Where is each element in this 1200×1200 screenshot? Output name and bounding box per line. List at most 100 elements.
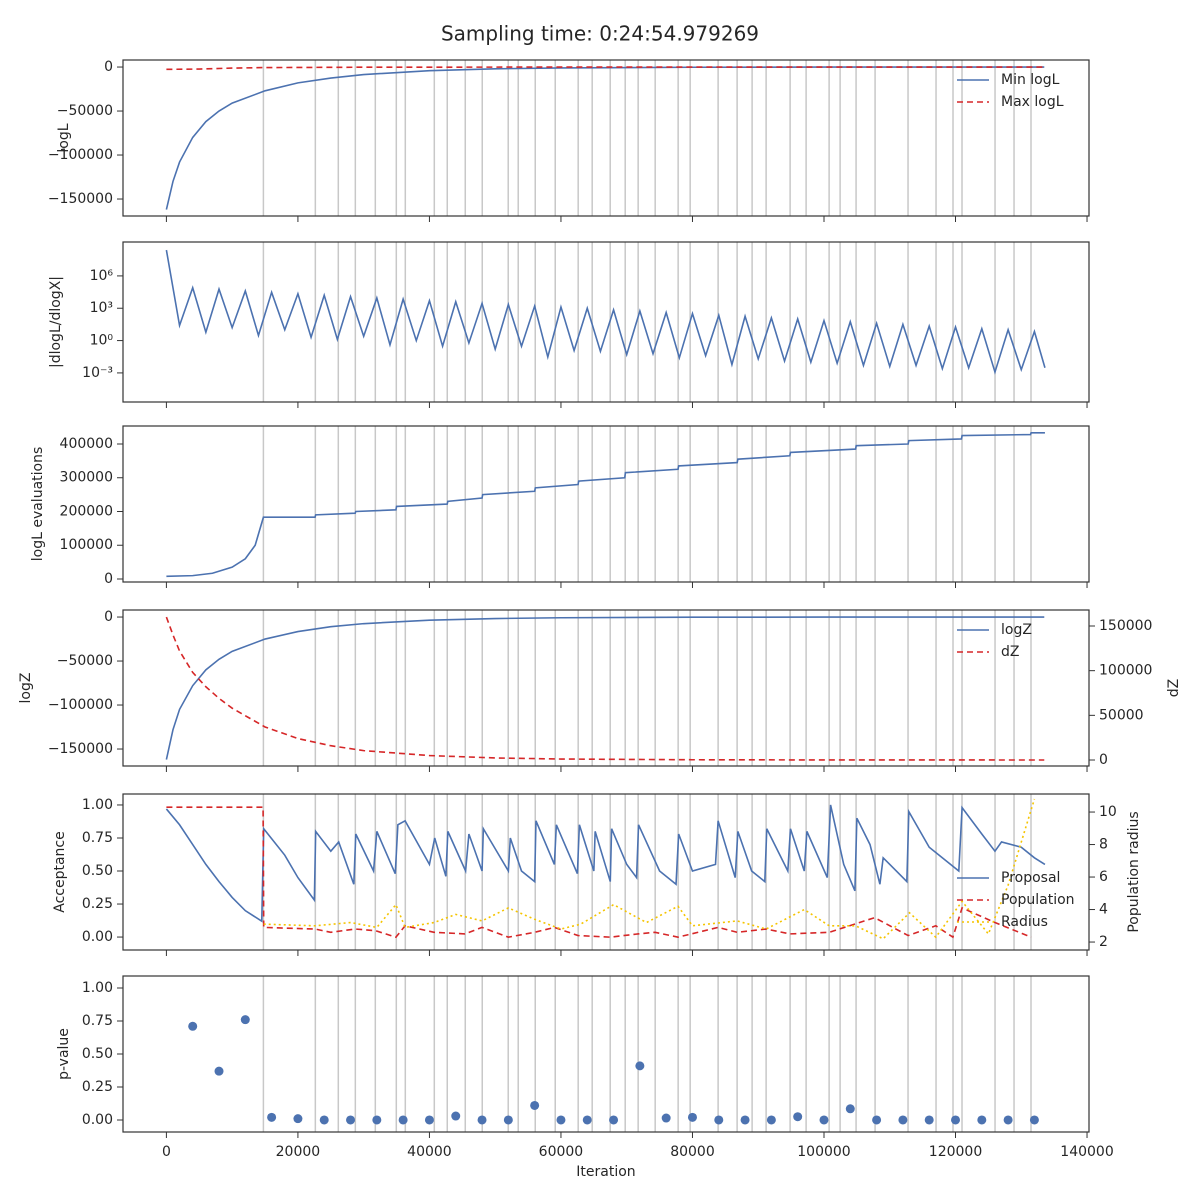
y-tick-label: 0.50 bbox=[82, 1046, 113, 1062]
series-line bbox=[165, 66, 1045, 210]
point bbox=[898, 1115, 908, 1125]
point bbox=[267, 1112, 277, 1122]
y-tick-label: −150000 bbox=[48, 741, 113, 757]
y-tick-label: 10⁶ bbox=[90, 268, 114, 284]
point bbox=[951, 1115, 961, 1125]
figure-title: Sampling time: 0:24:54.979269 bbox=[441, 22, 759, 46]
y-tick-label: 10⁰ bbox=[90, 333, 114, 349]
y-tick-label: 200000 bbox=[60, 503, 113, 519]
plot-frame bbox=[122, 609, 1090, 767]
point bbox=[977, 1115, 987, 1125]
legend-label: logZ bbox=[1001, 622, 1032, 638]
point bbox=[1029, 1115, 1039, 1125]
y-tick-label: 0.75 bbox=[82, 830, 113, 846]
plot-frame bbox=[122, 975, 1090, 1133]
y-tick-label: 1.00 bbox=[82, 980, 113, 996]
series-line bbox=[166, 432, 1045, 578]
point bbox=[609, 1115, 619, 1125]
point bbox=[530, 1100, 540, 1110]
point bbox=[635, 1061, 645, 1071]
point bbox=[398, 1115, 408, 1125]
point bbox=[661, 1113, 671, 1123]
y-tick-label: 0 bbox=[104, 609, 113, 625]
point bbox=[424, 1115, 434, 1125]
point bbox=[793, 1112, 803, 1122]
y-tick-label: 0.25 bbox=[82, 896, 113, 912]
plot-frame bbox=[122, 59, 1090, 217]
y2-tick-label: 100000 bbox=[1099, 663, 1152, 679]
point bbox=[188, 1021, 198, 1031]
y-tick-label: 400000 bbox=[60, 436, 113, 452]
legend-label: Radius bbox=[1001, 914, 1048, 930]
point bbox=[319, 1115, 329, 1125]
y2-tick-label: 50000 bbox=[1099, 707, 1144, 723]
series-line bbox=[166, 66, 1045, 71]
x-axis-label: Iteration bbox=[576, 1164, 635, 1180]
plot-frame bbox=[122, 425, 1090, 583]
y-tick-label: 0 bbox=[104, 59, 113, 75]
x-tick-label: 120000 bbox=[929, 1144, 982, 1160]
point bbox=[924, 1115, 934, 1125]
x-tick-label: 140000 bbox=[1060, 1144, 1113, 1160]
y2-tick-label: 6 bbox=[1099, 869, 1108, 885]
y-tick-label: −100000 bbox=[48, 147, 113, 163]
y-axis-label: logZ bbox=[18, 673, 34, 704]
series-line bbox=[165, 804, 1046, 923]
series-line bbox=[165, 249, 1046, 375]
y2-tick-label: 0 bbox=[1099, 752, 1108, 768]
x-tick-label: 80000 bbox=[670, 1144, 715, 1160]
point bbox=[872, 1115, 882, 1125]
y-tick-label: 10⁻³ bbox=[82, 365, 113, 381]
y-tick-label: 0 bbox=[104, 571, 113, 587]
point bbox=[372, 1115, 382, 1125]
y2-tick-label: 4 bbox=[1099, 902, 1108, 918]
y-tick-label: 100000 bbox=[60, 537, 113, 553]
y2-axis-label: dZ bbox=[1166, 679, 1182, 697]
series-line bbox=[166, 806, 1032, 939]
y-tick-label: 0.25 bbox=[82, 1079, 113, 1095]
point bbox=[740, 1115, 750, 1125]
legend-label: Population bbox=[1001, 892, 1075, 908]
legend-label: Min logL bbox=[1001, 72, 1060, 88]
y-tick-label: −50000 bbox=[57, 653, 113, 669]
point bbox=[766, 1115, 776, 1125]
legend-label: dZ bbox=[1001, 644, 1019, 660]
y2-tick-label: 150000 bbox=[1099, 618, 1152, 634]
point bbox=[582, 1115, 592, 1125]
point bbox=[214, 1066, 224, 1076]
y-axis-label: logL evaluations bbox=[30, 447, 46, 562]
y-tick-label: 0.00 bbox=[82, 929, 113, 945]
point bbox=[451, 1111, 461, 1121]
x-tick-label: 100000 bbox=[797, 1144, 850, 1160]
y-axis-label: logL bbox=[56, 123, 72, 152]
series-line bbox=[165, 616, 1045, 761]
point bbox=[819, 1115, 829, 1125]
y-tick-label: 1.00 bbox=[82, 797, 113, 813]
point bbox=[477, 1115, 487, 1125]
y-tick-label: 0.75 bbox=[82, 1013, 113, 1029]
point bbox=[714, 1115, 724, 1125]
point bbox=[1003, 1115, 1013, 1125]
point bbox=[503, 1115, 513, 1125]
point bbox=[687, 1112, 697, 1122]
y-tick-label: −100000 bbox=[48, 697, 113, 713]
y-tick-label: 300000 bbox=[60, 470, 113, 486]
y-tick-label: 0.00 bbox=[82, 1112, 113, 1128]
y-tick-label: 10³ bbox=[90, 300, 113, 316]
y-axis-label: p-value bbox=[56, 1028, 72, 1080]
y2-axis-label: Population radius bbox=[1126, 811, 1142, 932]
y-tick-label: −50000 bbox=[57, 103, 113, 119]
y2-tick-label: 2 bbox=[1099, 934, 1108, 950]
point bbox=[845, 1104, 855, 1114]
legend-label: Proposal bbox=[1001, 870, 1060, 886]
plot-frame bbox=[122, 241, 1090, 403]
y-axis-label: Acceptance bbox=[52, 831, 68, 912]
legend-label: Max logL bbox=[1001, 94, 1064, 110]
y2-tick-label: 10 bbox=[1099, 804, 1117, 820]
y-tick-label: −150000 bbox=[48, 191, 113, 207]
x-tick-label: 60000 bbox=[539, 1144, 584, 1160]
x-tick-label: 40000 bbox=[407, 1144, 452, 1160]
point bbox=[293, 1114, 303, 1124]
